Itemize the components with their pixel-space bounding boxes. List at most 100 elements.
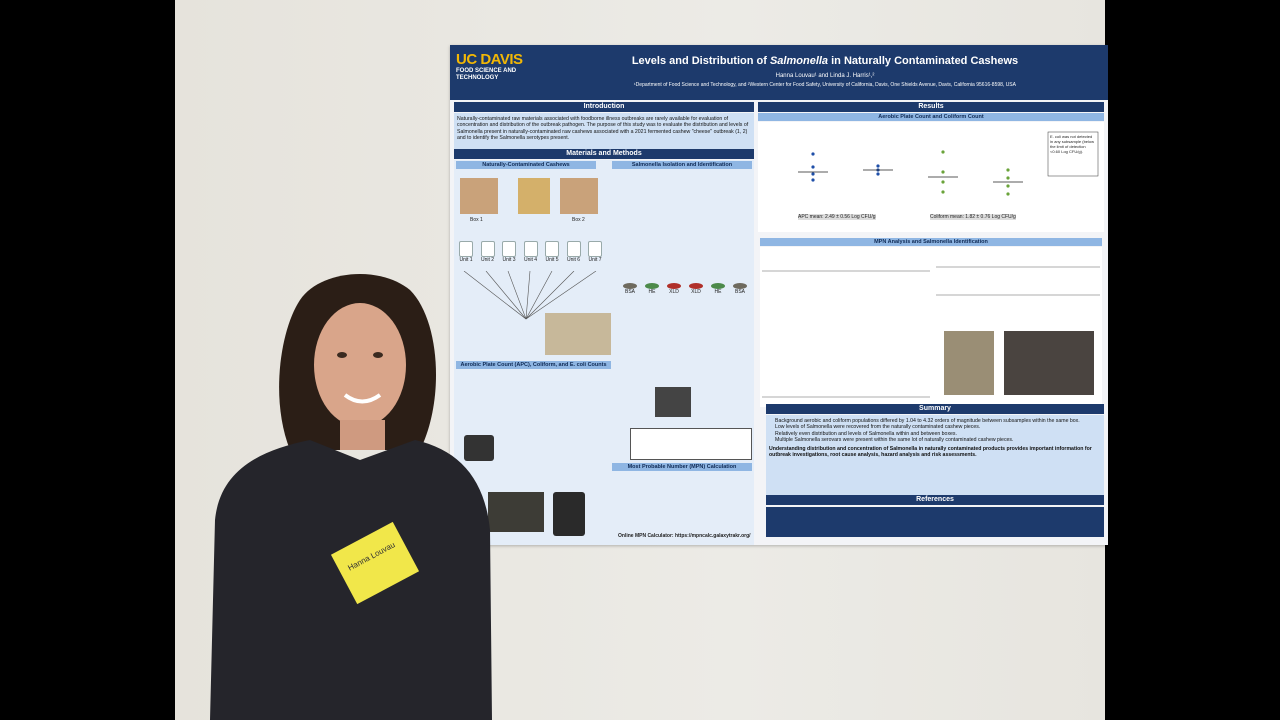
instrument — [464, 435, 494, 461]
medium-label: BSA — [734, 289, 745, 295]
logo: UC DAVIS — [456, 51, 523, 68]
box-label: Box 1 — [470, 217, 483, 223]
note-box — [1047, 131, 1099, 177]
unit: Unit 1 — [456, 241, 476, 263]
mean-lines — [798, 169, 1023, 183]
eye — [373, 352, 383, 358]
medium: XLD — [686, 283, 706, 295]
title-organism: Salmonella — [769, 55, 829, 67]
summary-box: Background aerobic and coliform populati… — [766, 415, 1104, 495]
unit: Unit 7 — [585, 241, 605, 263]
figure-plot — [798, 131, 1099, 196]
poster-title: Levels and Distribution of Salmonella in… — [545, 55, 1105, 67]
photo — [1004, 331, 1094, 395]
smile — [343, 393, 382, 404]
sent-box — [630, 428, 752, 460]
unit-label: Unit 4 — [523, 257, 538, 263]
subheading: Most Probable Number (MPN) Calculation — [612, 463, 752, 471]
intro-text: Naturally-contaminated raw materials ass… — [454, 113, 754, 151]
plate — [689, 283, 703, 289]
unit: Unit 4 — [521, 241, 541, 263]
units-row: Unit 1 Unit 2 Unit 3 Unit 4 Unit 5 Unit 6 Unit… — [456, 241, 608, 271]
neck — [340, 420, 385, 450]
plate — [623, 283, 637, 289]
unit: Unit 6 — [564, 241, 584, 263]
medium-label: HE — [714, 289, 722, 295]
section-heading: References — [766, 495, 1104, 505]
unit: Unit 3 — [499, 241, 519, 263]
section-heading: Results — [758, 102, 1104, 112]
plate — [645, 283, 659, 289]
connector-lines — [463, 271, 597, 320]
medium-label: XLD — [691, 289, 701, 295]
medium-label: HE — [648, 289, 656, 295]
unit-bag — [545, 241, 559, 257]
title-end: in Naturally Contaminated Cashews — [831, 55, 1019, 67]
coliform-points — [941, 150, 1010, 196]
section-heading: Materials and Methods — [454, 149, 754, 159]
unit: Unit 2 — [478, 241, 498, 263]
bags-photo — [545, 313, 611, 355]
plates-photo — [488, 492, 544, 532]
summary-bullet: Relatively even distribution and levels … — [775, 430, 957, 437]
references-box — [766, 507, 1104, 537]
section-heading: Summary — [766, 404, 1104, 414]
medium: HE — [642, 283, 662, 295]
apc-points — [811, 152, 880, 182]
poster: UC DAVIS FOOD SCIENCE AND TECHNOLOGY Lev… — [450, 45, 1108, 545]
summary-conclusion: Understanding distribution and concentra… — [769, 446, 1092, 459]
pcr-machine — [655, 387, 691, 417]
cashew-image — [518, 178, 550, 214]
counter — [553, 492, 585, 536]
lines — [463, 271, 597, 320]
unit-bag — [523, 241, 538, 257]
section-heading: Introduction — [454, 102, 754, 112]
department: FOOD SCIENCE AND TECHNOLOGY — [456, 68, 517, 81]
plate — [667, 283, 681, 289]
box-image — [560, 178, 598, 214]
unit-label: Unit 7 — [588, 257, 602, 263]
face — [314, 303, 406, 427]
authors: Hanna Louvau¹ and Linda J. Harris¹,² — [775, 73, 875, 79]
subheading: MPN Analysis and Salmonella Identificati… — [760, 238, 1102, 246]
subheading: Aerobic Plate Count (APC), Coliform, and… — [456, 361, 611, 369]
unit-label: Unit 3 — [502, 257, 516, 263]
media-row: BSA HE XLD XLD HE BSA — [620, 283, 750, 295]
figure-1: APC mean: 2.49 ± 0.56 Log CFU/g Coliform… — [758, 122, 1104, 232]
medium-label: XLD — [669, 289, 679, 295]
unit-bag — [459, 241, 473, 257]
unit-label: Unit 5 — [545, 257, 559, 263]
summary-bullet: Low levels of Salmonella were recovered … — [775, 424, 981, 431]
tables — [760, 247, 1102, 407]
box-image — [460, 178, 498, 214]
unit-bag — [588, 241, 602, 257]
unit-label: Unit 6 — [566, 257, 581, 263]
unit-label: Unit 1 — [459, 257, 473, 263]
medium: BSA — [620, 283, 640, 295]
apc-mean: APC mean: 2.49 ± 0.56 Log CFU/g — [798, 214, 876, 220]
coliform-mean: Coliform mean: 1.82 ± 0.76 Log CFU/g — [930, 214, 1016, 220]
plate — [711, 283, 725, 289]
subheading: Aerobic Plate Count and Coliform Count — [758, 113, 1104, 121]
affiliation: ¹Department of Food Science and Technolo… — [634, 82, 1016, 88]
unit-bag — [480, 241, 495, 257]
medium-label: BSA — [624, 289, 635, 295]
subheading: Naturally-Contaminated Cashews — [456, 161, 596, 169]
summary-bullet: Background aerobic and coliform populati… — [775, 418, 1080, 424]
ecoli-note: E. coli was not detected in any subsampl… — [1050, 134, 1095, 154]
medium: HE — [708, 283, 728, 295]
unit-label: Unit 2 — [480, 257, 495, 263]
medium: BSA — [730, 283, 750, 295]
unit-bag — [502, 241, 516, 257]
medium: XLD — [664, 283, 684, 295]
unit-bag — [566, 241, 581, 257]
title-start: Levels and Distribution of — [631, 55, 767, 67]
table-rules — [762, 266, 1100, 398]
plate — [733, 283, 747, 289]
unit: Unit 5 — [542, 241, 562, 263]
mpn-calculator: Online MPN Calculator: https://mpncalc.g… — [618, 533, 751, 539]
photo — [944, 331, 994, 395]
box-label: Box 2 — [572, 217, 585, 223]
